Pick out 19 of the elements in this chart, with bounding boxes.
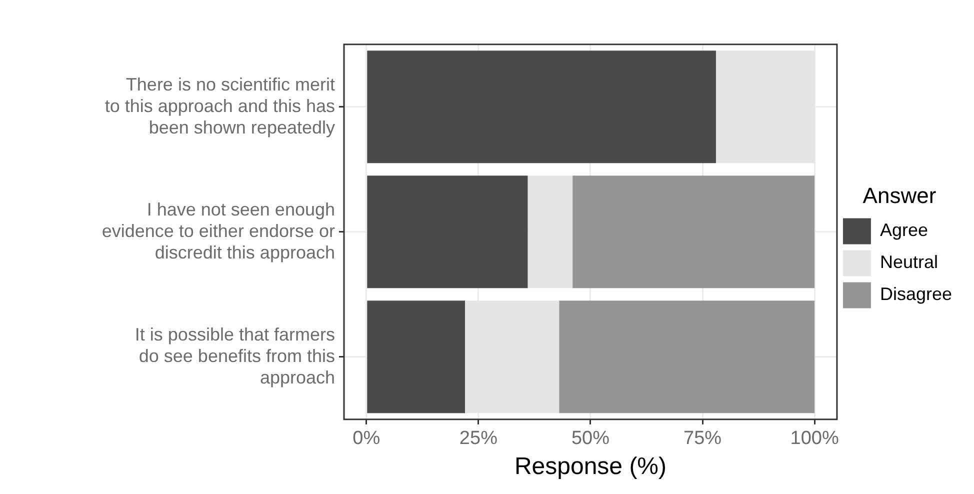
bar: [367, 176, 528, 288]
bar: [367, 50, 716, 164]
bar: [559, 300, 815, 414]
x-tick-label: 75%: [684, 428, 722, 450]
legend-title: Answer: [862, 182, 936, 208]
x-tick-label: 0%: [352, 428, 380, 450]
x-tick-label: 100%: [790, 428, 839, 450]
legend-label: Neutral: [880, 252, 938, 272]
y-tick-label: It is possible that farmers do see benefits from this approach: [134, 324, 335, 388]
y-tick-label: I have not seen enough evidence to either endorse or discredit this approach: [102, 199, 335, 262]
y-tick-label: There is no scientific merit to this approach and this has been shown repeatedly: [104, 74, 335, 138]
x-axis-title: Response (%): [514, 453, 667, 480]
legend-label: Disagree: [880, 284, 952, 304]
bar: [367, 300, 465, 414]
bar: [528, 176, 573, 288]
bar: [572, 176, 815, 288]
legend-label: Agree: [880, 220, 928, 240]
x-tick-label: 50%: [571, 428, 610, 450]
x-tick-label: 25%: [459, 428, 498, 450]
